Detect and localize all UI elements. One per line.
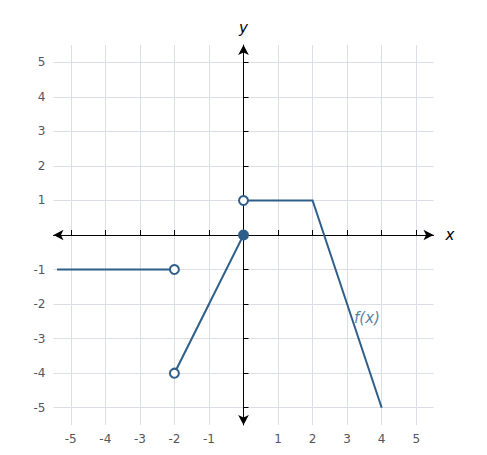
svg-text:-4: -4 [34,366,46,380]
svg-text:-3: -3 [134,432,146,446]
svg-text:1: 1 [38,193,46,207]
svg-text:y: y [238,19,249,37]
svg-text:5: 5 [412,432,420,446]
svg-text:-1: -1 [203,432,215,446]
svg-text:4: 4 [378,432,386,446]
svg-text:-3: -3 [34,332,46,346]
svg-text:-4: -4 [99,432,111,446]
svg-text:-5: -5 [34,401,46,415]
svg-text:-1: -1 [34,263,46,277]
svg-text:2: 2 [38,159,46,173]
svg-text:-2: -2 [34,297,46,311]
svg-text:x: x [445,226,455,244]
svg-text:3: 3 [38,124,46,138]
svg-text:3: 3 [343,432,351,446]
svg-text:f(x): f(x) [354,309,380,327]
svg-text:1: 1 [274,432,282,446]
svg-text:2: 2 [309,432,317,446]
svg-text:-2: -2 [168,432,180,446]
svg-text:-5: -5 [65,432,77,446]
svg-text:5: 5 [38,55,46,69]
svg-text:4: 4 [38,90,46,104]
